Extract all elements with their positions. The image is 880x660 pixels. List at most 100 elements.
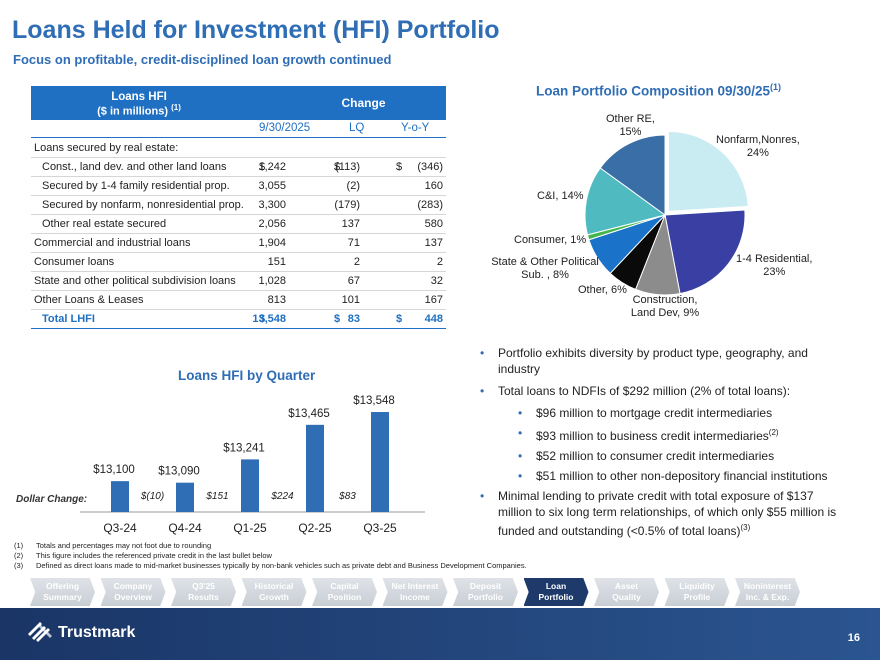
nav-item[interactable]: Historical Growth <box>241 578 307 606</box>
row-lq-change: (2) <box>346 180 360 192</box>
brand-name: Trustmark <box>58 624 136 641</box>
row-label: Total LHFI <box>42 313 95 325</box>
row-lq-change: (113) <box>335 161 360 173</box>
nav-item-label: Noninterest <box>743 581 792 591</box>
table-row: Other real estate secured 2,056 137 580 <box>31 215 446 234</box>
nav-item-label: Liquidity <box>679 581 715 591</box>
pie-label-state: State & Other Political Sub. , 8% <box>491 256 599 281</box>
nav-item-label: Position <box>327 592 362 602</box>
nav-item-label: Company <box>113 581 153 591</box>
row-label: Const., land dev. and other land loans <box>42 161 227 173</box>
nav-item[interactable]: Asset Quality <box>594 578 659 606</box>
nav-item[interactable]: Capital Position <box>312 578 377 606</box>
table-row: Total LHFI $13,548 $83 $448 <box>31 310 446 329</box>
row-balance: 13,548 <box>252 313 286 325</box>
nav-item[interactable]: Net Interest Income <box>382 578 448 606</box>
table-head-change: Change <box>341 96 386 110</box>
bar-change-label: $151 <box>205 491 228 502</box>
nav-item-label: Profile <box>683 592 711 602</box>
nav-item-label: Portfolio <box>468 592 503 602</box>
bar <box>176 482 194 512</box>
nav-item-label: Deposit <box>469 581 502 591</box>
footnote-3: (3) Defined as direct loans made to mid-m… <box>14 561 527 570</box>
footer-bar: Trustmark 16 <box>0 608 880 660</box>
row-label: Commercial and industrial loans <box>34 237 191 249</box>
row-dollar-sign: $ <box>259 161 266 173</box>
col-lq: LQ <box>349 122 365 134</box>
trustmark-logo-icon <box>28 622 52 642</box>
nav-item[interactable]: Company Overview <box>100 578 166 606</box>
bar <box>241 459 259 512</box>
nav-item-label: Historical <box>254 581 294 591</box>
table-row: Consumer loans 151 2 2 <box>31 253 446 272</box>
nav-item-label: Portfolio <box>538 592 574 602</box>
nav-item-label: Overview <box>114 592 152 602</box>
row-lq-change: 2 <box>353 256 360 268</box>
row-label: Consumer loans <box>34 256 115 268</box>
row-dollar-sign: $ <box>334 313 341 325</box>
nav-item[interactable]: Noninterest Inc. & Exp. <box>735 578 800 606</box>
nav-item-label: Results <box>188 592 219 602</box>
row-balance: 813 <box>267 294 286 306</box>
row-yoy-change: 137 <box>424 237 443 249</box>
table-subheader: 9/30/2025 LQ Y-o-Y <box>31 120 446 138</box>
footnote-1: (1) Totals and percentages may not foot d… <box>14 541 212 550</box>
row-yoy-change: 167 <box>424 294 443 306</box>
table-row: Other Loans & Leases 813 101 167 <box>31 291 446 310</box>
row-balance: 2,056 <box>258 218 286 230</box>
bullet-diversity: Portfolio exhibits diversity by product … <box>480 345 840 377</box>
nav-item-label: Asset <box>614 581 639 591</box>
sub-bullet-consumer: $52 million to consumer credit intermedi… <box>480 448 840 464</box>
row-balance: 1,028 <box>258 275 286 287</box>
page-subtitle: Focus on profitable, credit-disciplined … <box>13 52 392 67</box>
pie-label-other-re: Other RE, 15% <box>606 113 655 138</box>
row-label: Other Loans & Leases <box>34 294 144 306</box>
bar <box>111 481 129 512</box>
table-row: Const., land dev. and other land loans $1… <box>31 158 446 177</box>
row-balance: 3,055 <box>258 180 286 192</box>
nav-item-label: Inc. & Exp. <box>745 592 790 602</box>
table-row: Loans secured by real estate: <box>31 139 446 158</box>
col-date: 9/30/2025 <box>259 122 311 134</box>
nav-item[interactable]: Loan Portfolio <box>523 578 589 606</box>
nav-item[interactable]: Deposit Portfolio <box>453 578 518 606</box>
sub-bullet-business: $93 million to business credit intermedi… <box>480 425 840 444</box>
bar-value-label: $13,090 <box>158 466 200 478</box>
row-yoy-change: (283) <box>417 199 443 211</box>
row-yoy-change: (346) <box>417 161 443 173</box>
row-label: Secured by nonfarm, nonresidential prop. <box>42 199 244 211</box>
bar-change-label: $83 <box>338 491 356 502</box>
nav-item[interactable]: Liquidity Profile <box>664 578 730 606</box>
row-lq-change: (179) <box>334 199 360 211</box>
bar-category-label: Q3-24 <box>103 521 137 535</box>
nav-item[interactable]: Offering Summary <box>30 578 95 606</box>
row-dollar-sign: $ <box>334 161 341 173</box>
row-balance: 151 <box>267 256 286 268</box>
row-label: Secured by 1-4 family residential prop. <box>42 180 230 192</box>
row-lq-change: 67 <box>347 275 360 287</box>
row-lq-change: 137 <box>341 218 360 230</box>
table-row: Secured by 1-4 family residential prop. 3… <box>31 177 446 196</box>
pie-label-consumer: Consumer, 1% <box>514 234 587 246</box>
row-label: State and other political subdivision lo… <box>34 275 236 287</box>
nav-item-label: Offering <box>45 581 80 591</box>
nav-item-label: Q3'25 <box>192 581 215 591</box>
bar-chart: $13,100 Q3-24 $13,090 Q4-24 $(10) $13,241 Q1-2… <box>80 395 425 535</box>
pie-label-other: Other, 6% <box>578 284 627 296</box>
nav-item-label: Income <box>400 592 430 602</box>
row-yoy-change: 448 <box>424 313 443 325</box>
nav-item-label: Growth <box>259 592 289 602</box>
nav-item-label: Quality <box>612 592 641 602</box>
page-title: Loans Held for Investment (HFI) Portfoli… <box>12 16 500 44</box>
row-dollar-sign: $ <box>396 161 403 173</box>
footnote-2: (2) This figure includes the referenced p… <box>14 551 272 560</box>
pie-title: Loan Portfolio Composition 09/30/25(1) <box>536 82 782 99</box>
table-row: Commercial and industrial loans 1,904 71 13… <box>31 234 446 253</box>
row-yoy-change: 160 <box>424 180 443 192</box>
nav-item[interactable]: Q3'25 Results <box>171 578 236 606</box>
bar-category-label: Q3-25 <box>363 521 397 535</box>
nav-item-label: Loan <box>545 581 567 591</box>
pie-label-nonfarm: Nonfarm,Nonres, 24% <box>716 134 800 159</box>
pie-label-residential: 1-4 Residential, 23% <box>736 253 813 278</box>
section-nav: Offering Summary Company Overview Q3'25 Resul… <box>30 578 806 606</box>
